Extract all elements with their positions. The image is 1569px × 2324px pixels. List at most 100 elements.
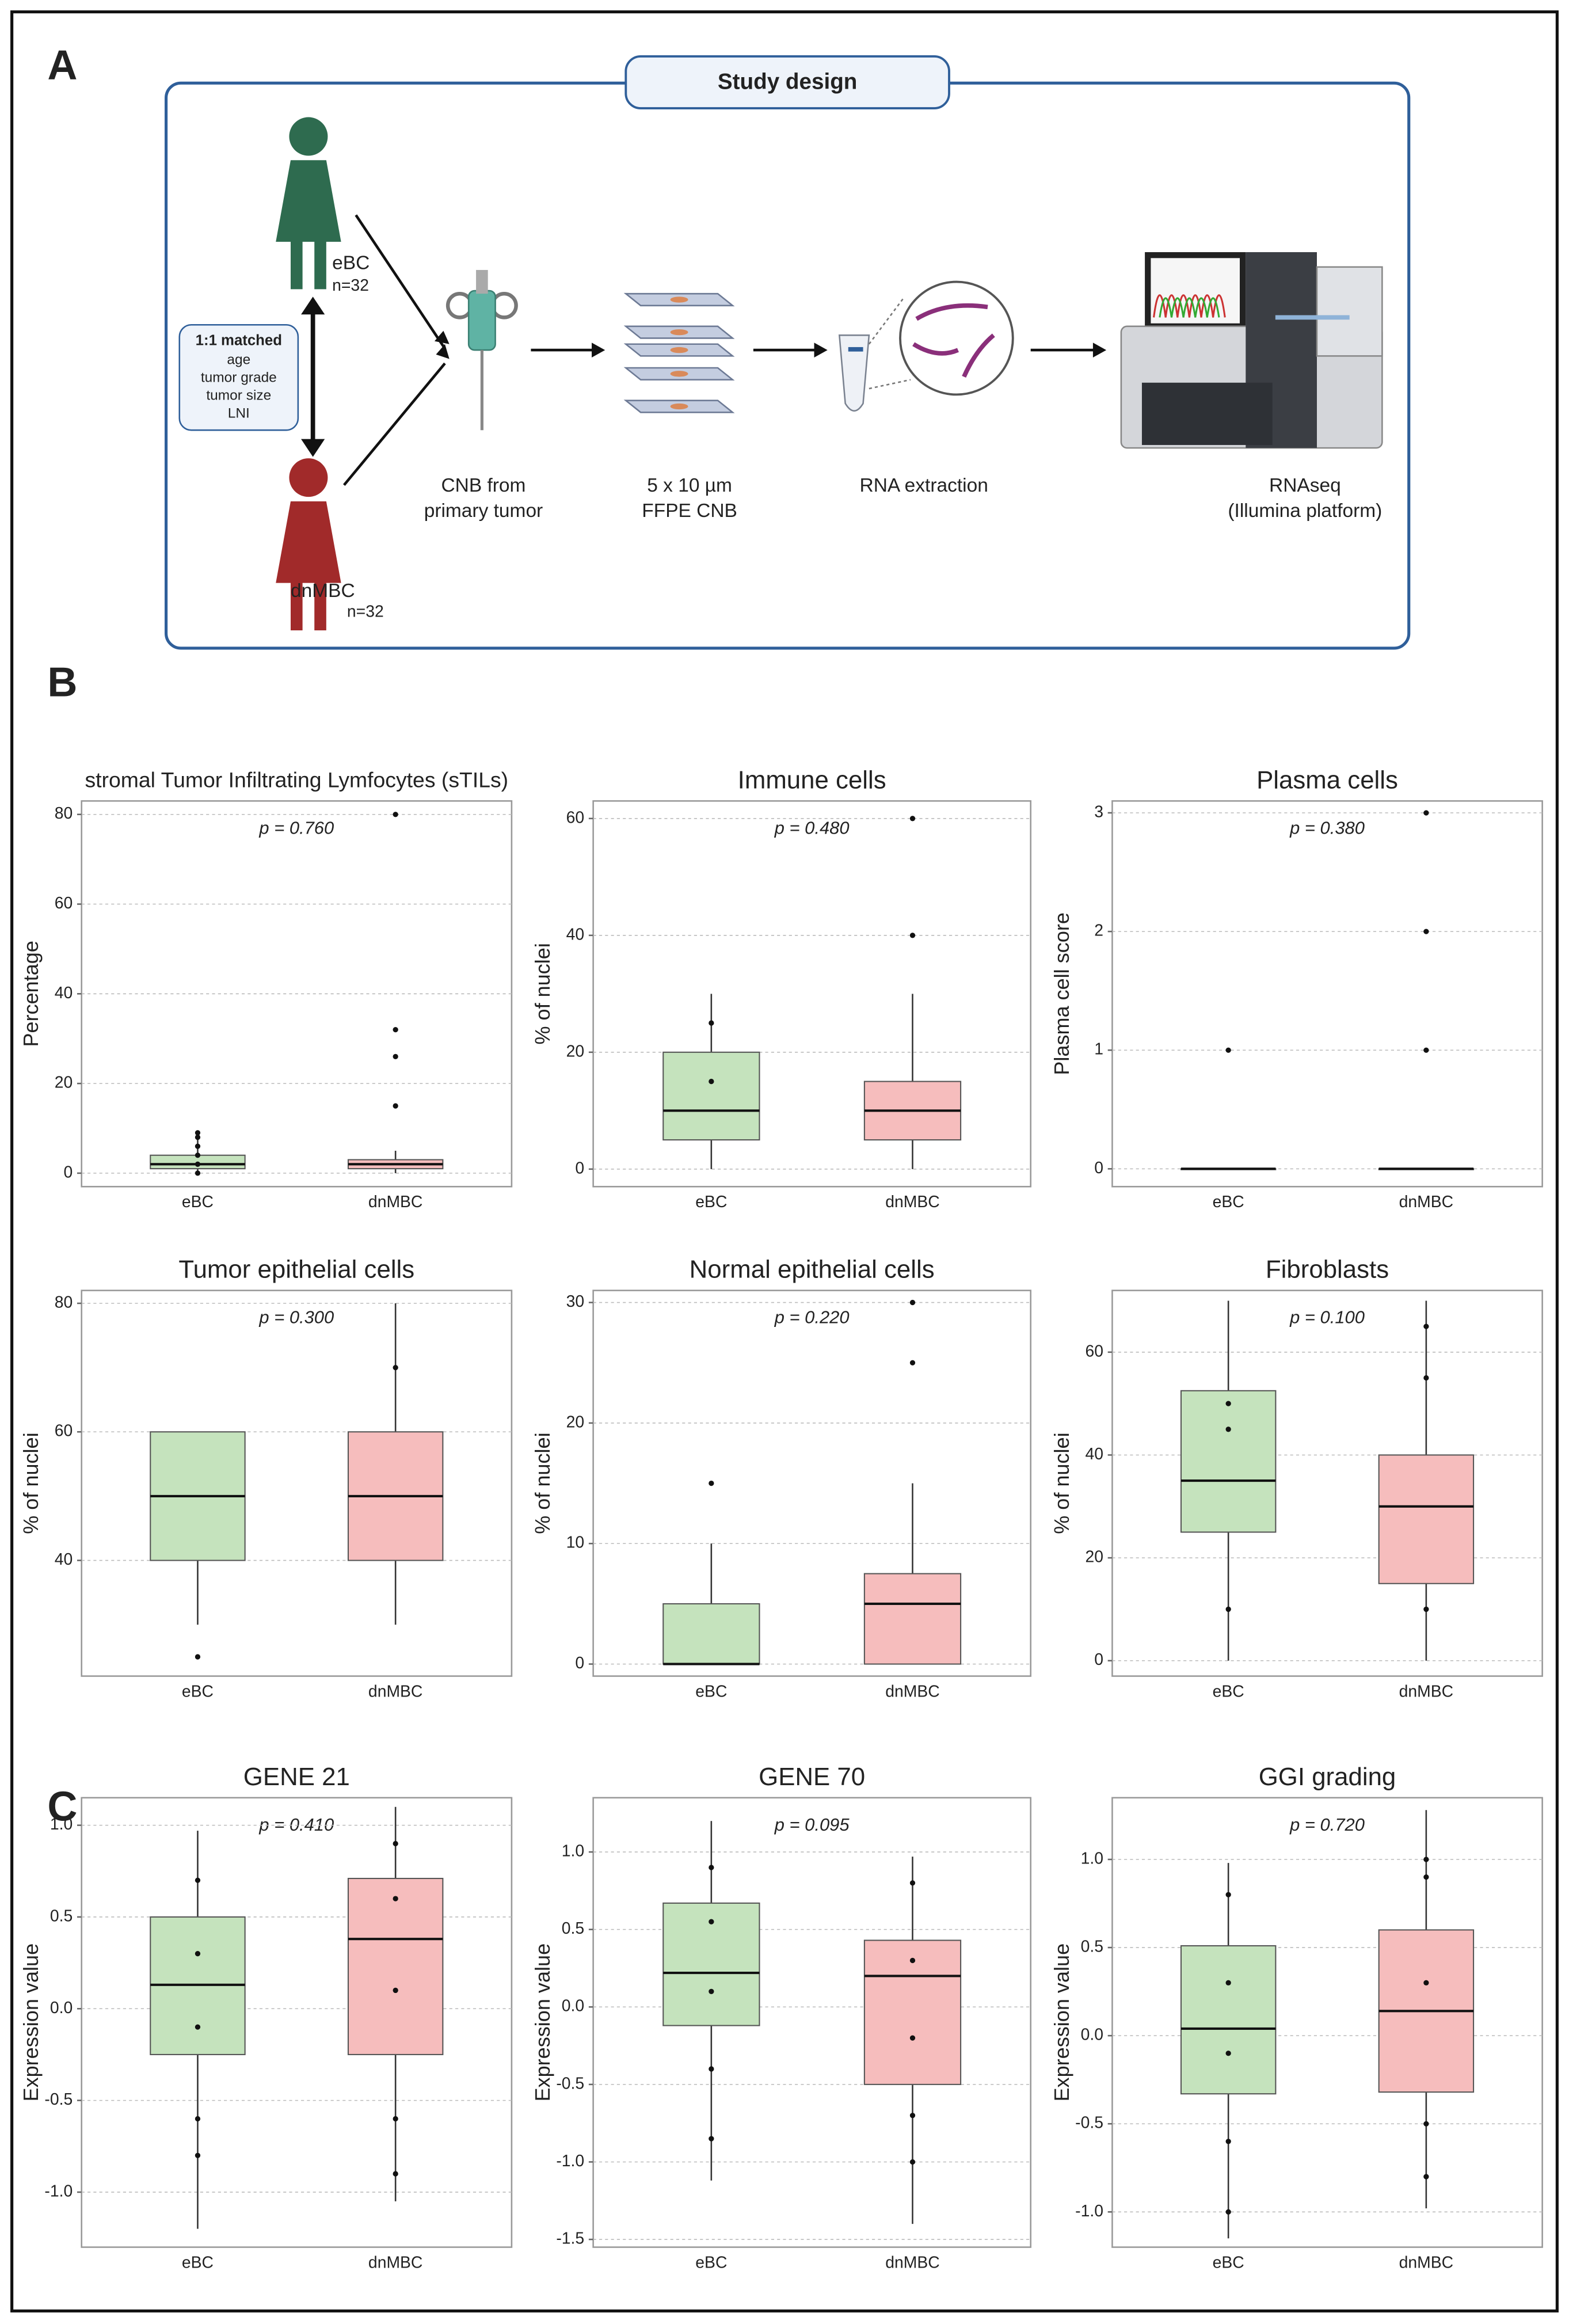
y-axis-label: Expression value	[531, 1943, 554, 2102]
data-point	[1225, 1047, 1231, 1053]
p-value: p = 0.410	[258, 1815, 334, 1835]
match-item: tumor grade	[201, 370, 277, 385]
x-tick-label: dnMBC	[1399, 1682, 1453, 1701]
y-tick-label: 20	[1085, 1548, 1103, 1566]
x-tick-label: eBC	[1213, 1193, 1244, 1211]
data-point	[909, 1880, 916, 1886]
group-name: eBC	[332, 252, 370, 273]
data-point	[709, 1480, 714, 1486]
chart-title: GENE 21	[243, 1763, 350, 1791]
x-tick-label: dnMBC	[885, 2253, 939, 2272]
y-tick-label: 40	[55, 1550, 73, 1569]
data-point	[1423, 1047, 1429, 1053]
data-point	[909, 1957, 916, 1964]
y-tick-label: -1.0	[556, 2152, 584, 2170]
x-tick-label: eBC	[1213, 1682, 1244, 1701]
box	[1378, 1454, 1475, 1584]
chart-title: GGI grading	[1259, 1763, 1396, 1791]
data-point	[1225, 1427, 1231, 1432]
y-tick-label: 0.0	[1081, 2026, 1103, 2044]
group-n: n=32	[347, 603, 384, 621]
y-tick-label: 0.0	[50, 1999, 73, 2017]
y-axis-label: % of nuclei	[531, 1432, 554, 1534]
data-point	[709, 2136, 714, 2142]
data-point	[195, 1134, 201, 1140]
y-axis-label: Expression value	[19, 1943, 43, 2102]
y-tick-label: 40	[1085, 1445, 1103, 1463]
y-tick-label: 3	[1094, 802, 1103, 821]
chart-title: Tumor epithelial cells	[178, 1256, 414, 1284]
y-tick-label: -0.5	[556, 2074, 584, 2093]
y-axis-label: Percentage	[19, 941, 43, 1047]
x-tick-label: eBC	[182, 2253, 214, 2272]
data-point	[1423, 1874, 1429, 1880]
plot-area	[592, 1290, 1031, 1677]
data-point	[909, 1299, 916, 1306]
data-point	[909, 2035, 916, 2041]
x-tick-label: dnMBC	[885, 1193, 939, 1211]
p-value: p = 0.380	[1289, 817, 1365, 838]
step-label: 5 x 10 µm	[647, 475, 732, 496]
step-label: (Illumina platform)	[1228, 500, 1382, 522]
data-point	[195, 1161, 201, 1167]
match-item: tumor size	[206, 387, 271, 403]
group-n: n=32	[332, 276, 369, 295]
p-value: p = 0.220	[774, 1307, 850, 1328]
y-tick-label: 1.0	[50, 1815, 73, 1834]
sequencer-icon	[1120, 252, 1383, 449]
y-tick-label: 0.0	[562, 1997, 584, 2015]
plot-area	[592, 1797, 1031, 2248]
data-point	[393, 1896, 398, 1901]
data-point	[1423, 1323, 1429, 1329]
chart-title: Normal epithelial cells	[690, 1256, 935, 1284]
chart-title: Immune cells	[738, 766, 886, 794]
y-tick-label: -0.5	[1075, 2114, 1103, 2132]
chart-title: Fibroblasts	[1266, 1256, 1389, 1284]
p-value: p = 0.480	[774, 817, 850, 838]
data-point	[909, 816, 916, 821]
needle-icon	[445, 269, 518, 431]
data-point	[393, 1053, 398, 1060]
data-point	[393, 1987, 398, 1994]
slides-icon	[623, 292, 735, 413]
data-point	[393, 1026, 398, 1033]
x-tick-label: eBC	[695, 1193, 727, 1211]
y-tick-label: 40	[566, 925, 585, 944]
y-tick-label: 0	[1094, 1159, 1103, 1177]
chart-title: GENE 70	[759, 1763, 865, 1791]
y-tick-label: 40	[55, 984, 73, 1002]
y-axis-label: % of nuclei	[19, 1432, 43, 1534]
plot-area	[81, 1290, 513, 1677]
y-tick-label: 20	[55, 1074, 73, 1092]
chart-title: Plasma cells	[1256, 766, 1398, 794]
y-tick-label: 2	[1094, 922, 1103, 940]
y-axis-label: Expression value	[1050, 1943, 1073, 2102]
step-label: RNAseq	[1269, 475, 1341, 496]
box	[662, 1051, 760, 1141]
y-tick-label: 80	[55, 804, 73, 823]
p-value: p = 0.100	[1289, 1307, 1365, 1328]
woman-red	[276, 458, 341, 631]
x-tick-label: dnMBC	[885, 1682, 939, 1701]
y-tick-label: -1.0	[1075, 2202, 1103, 2220]
panel-label: A	[47, 43, 77, 89]
match-item: age	[227, 352, 250, 368]
data-point	[709, 1988, 714, 1994]
data-point	[195, 1877, 201, 1883]
box	[662, 1603, 760, 1665]
data-point	[195, 1143, 201, 1149]
data-point	[709, 1919, 714, 1924]
data-point	[393, 812, 398, 817]
data-point	[1225, 1606, 1231, 1612]
x-tick-label: dnMBC	[368, 1682, 422, 1701]
panel-label: B	[47, 659, 77, 705]
p-value: p = 0.300	[258, 1307, 334, 1328]
y-tick-label: 1	[1094, 1040, 1103, 1059]
x-tick-label: dnMBC	[1399, 1193, 1453, 1211]
data-point	[1423, 1980, 1429, 1986]
y-tick-label: 0	[575, 1159, 584, 1177]
title-pill	[624, 55, 950, 110]
arrows	[342, 214, 1100, 486]
p-value: p = 0.720	[1289, 1815, 1365, 1835]
x-tick-label: eBC	[695, 2253, 727, 2272]
